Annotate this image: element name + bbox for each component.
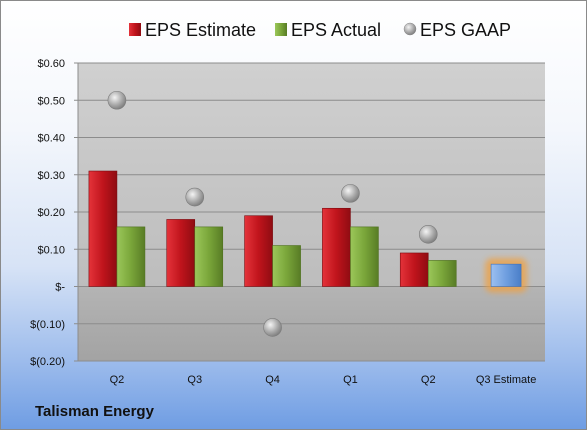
y-tick-label: $0.20 bbox=[37, 207, 65, 219]
y-tick-label: $0.10 bbox=[37, 244, 65, 256]
y-tick-label: $- bbox=[55, 282, 65, 294]
x-tick-label: Q3 Estimate bbox=[476, 374, 537, 386]
y-tick-label: $(0.10) bbox=[30, 319, 65, 331]
eps-estimate-bar bbox=[399, 252, 429, 287]
legend-actual-swatch bbox=[275, 23, 287, 36]
x-tick-label: Q2 bbox=[110, 374, 125, 386]
y-tick-label: $0.30 bbox=[37, 170, 65, 182]
eps-estimate-bar bbox=[88, 170, 118, 287]
x-tick-label: Q4 bbox=[265, 374, 280, 386]
x-tick-label: Q3 bbox=[187, 374, 202, 386]
x-tick-label: Q1 bbox=[343, 374, 358, 386]
eps-estimate-bar bbox=[166, 219, 196, 287]
legend-gaap-label: EPS GAAP bbox=[420, 20, 511, 40]
eps-actual-bar bbox=[194, 226, 224, 287]
eps-actual-bar bbox=[427, 260, 457, 287]
y-tick-label: $(0.20) bbox=[30, 356, 65, 368]
y-tick-label: $0.60 bbox=[37, 58, 65, 70]
eps-gaap-marker bbox=[263, 318, 282, 337]
eps-gaap-marker bbox=[107, 90, 127, 110]
y-tick-label: $0.40 bbox=[37, 133, 65, 145]
eps-estimate-bar bbox=[322, 207, 351, 287]
legend-gaap-swatch bbox=[403, 22, 417, 36]
next-estimate-bar bbox=[490, 263, 522, 287]
eps-actual-bar bbox=[116, 226, 146, 287]
legend-estimate-label: EPS Estimate bbox=[145, 20, 256, 40]
eps-gaap-marker bbox=[341, 184, 360, 203]
company-name: Talisman Energy bbox=[35, 403, 154, 420]
y-tick-label: $0.50 bbox=[37, 95, 65, 107]
eps-gaap-marker bbox=[418, 225, 438, 244]
eps-gaap-marker bbox=[185, 187, 205, 207]
legend-actual-label: EPS Actual bbox=[291, 20, 381, 40]
x-tick-label: Q2 bbox=[421, 374, 436, 386]
legend-estimate-swatch bbox=[129, 23, 141, 36]
eps-actual-bar bbox=[272, 245, 301, 287]
eps-actual-bar bbox=[350, 226, 379, 287]
eps-estimate-bar bbox=[244, 215, 273, 287]
